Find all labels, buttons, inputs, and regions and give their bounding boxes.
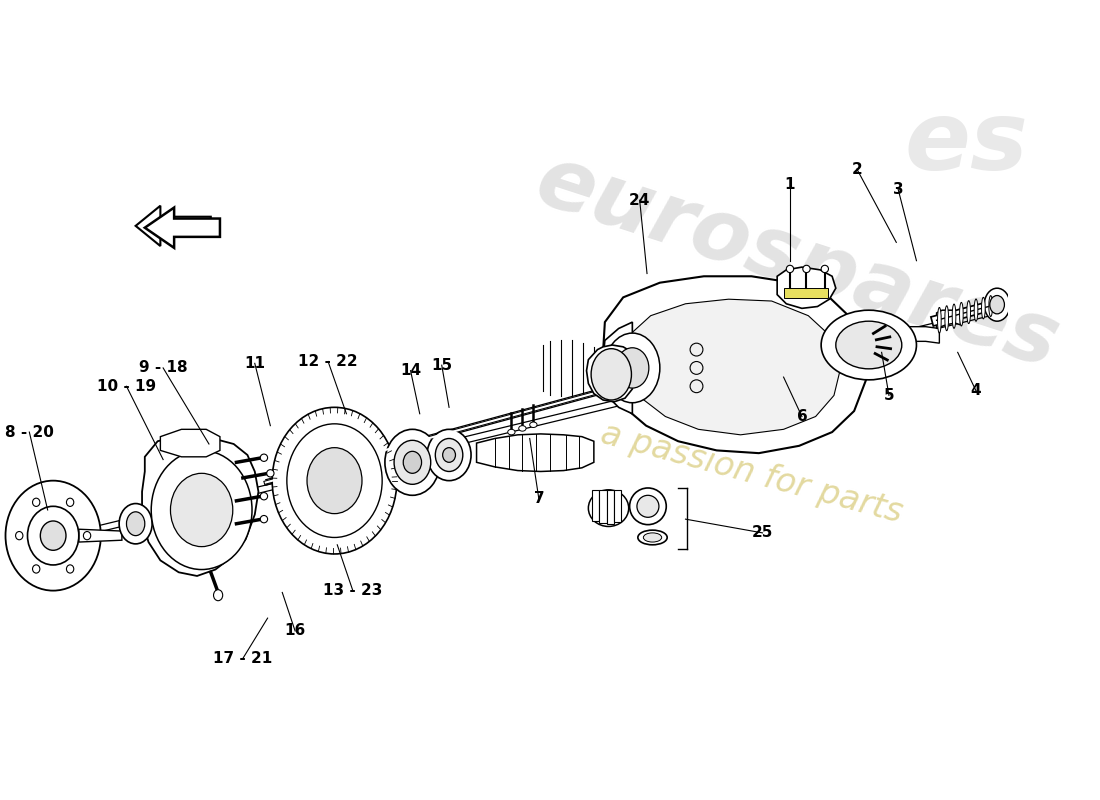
- Ellipse shape: [66, 498, 74, 506]
- Text: 8 - 20: 8 - 20: [4, 425, 54, 439]
- Polygon shape: [603, 322, 632, 414]
- Text: 4: 4: [970, 383, 981, 398]
- Ellipse shape: [287, 424, 382, 538]
- Text: 24: 24: [629, 193, 650, 208]
- Text: 1: 1: [784, 177, 795, 192]
- Ellipse shape: [427, 430, 471, 481]
- Ellipse shape: [261, 515, 267, 523]
- Ellipse shape: [508, 430, 515, 435]
- Ellipse shape: [261, 454, 267, 462]
- Ellipse shape: [690, 362, 703, 374]
- Polygon shape: [861, 326, 939, 352]
- Ellipse shape: [637, 495, 659, 518]
- Text: 3: 3: [893, 182, 903, 197]
- Ellipse shape: [644, 533, 662, 542]
- Text: 5: 5: [883, 388, 894, 403]
- Polygon shape: [135, 206, 211, 246]
- Ellipse shape: [690, 343, 703, 356]
- Polygon shape: [778, 267, 836, 308]
- Ellipse shape: [690, 380, 703, 393]
- Ellipse shape: [975, 299, 978, 322]
- Ellipse shape: [953, 304, 956, 328]
- Ellipse shape: [937, 307, 942, 333]
- Ellipse shape: [981, 298, 986, 319]
- Ellipse shape: [213, 590, 222, 601]
- Ellipse shape: [272, 407, 397, 554]
- Text: a passion for parts: a passion for parts: [597, 417, 906, 530]
- Ellipse shape: [28, 506, 79, 565]
- Ellipse shape: [591, 349, 631, 400]
- Ellipse shape: [266, 470, 274, 477]
- Text: 16: 16: [285, 623, 306, 638]
- Polygon shape: [79, 530, 122, 542]
- Polygon shape: [592, 490, 600, 521]
- Polygon shape: [607, 490, 614, 524]
- Ellipse shape: [15, 531, 23, 540]
- Text: 15: 15: [431, 358, 452, 373]
- Ellipse shape: [307, 448, 362, 514]
- Ellipse shape: [836, 321, 902, 369]
- Ellipse shape: [436, 438, 463, 471]
- Polygon shape: [145, 207, 220, 248]
- Text: 25: 25: [751, 526, 773, 540]
- Text: 2: 2: [851, 162, 862, 177]
- Ellipse shape: [616, 348, 649, 388]
- Ellipse shape: [66, 565, 74, 573]
- Ellipse shape: [984, 288, 1010, 321]
- Ellipse shape: [588, 490, 629, 526]
- Ellipse shape: [170, 474, 233, 546]
- Ellipse shape: [41, 521, 66, 550]
- Polygon shape: [161, 430, 220, 457]
- Text: 9 - 18: 9 - 18: [139, 361, 187, 375]
- Polygon shape: [600, 490, 607, 522]
- Polygon shape: [614, 490, 622, 522]
- Text: 10 - 19: 10 - 19: [97, 378, 156, 394]
- Ellipse shape: [530, 422, 537, 427]
- Ellipse shape: [803, 266, 810, 273]
- Ellipse shape: [33, 565, 40, 573]
- Ellipse shape: [945, 306, 948, 330]
- Ellipse shape: [821, 266, 828, 273]
- Text: 13 - 23: 13 - 23: [323, 583, 383, 598]
- Ellipse shape: [119, 503, 152, 544]
- Text: 14: 14: [400, 363, 421, 378]
- Polygon shape: [142, 435, 258, 576]
- Text: 6: 6: [796, 409, 807, 424]
- Ellipse shape: [989, 295, 992, 317]
- Text: 12 - 22: 12 - 22: [298, 354, 358, 369]
- Ellipse shape: [605, 333, 660, 402]
- Text: 7: 7: [534, 491, 544, 506]
- Ellipse shape: [967, 301, 970, 324]
- Text: 11: 11: [244, 356, 265, 371]
- Polygon shape: [586, 345, 632, 402]
- Ellipse shape: [821, 310, 916, 380]
- Ellipse shape: [404, 451, 421, 474]
- Ellipse shape: [385, 430, 440, 495]
- Ellipse shape: [959, 302, 964, 326]
- Ellipse shape: [33, 498, 40, 506]
- Ellipse shape: [638, 530, 668, 545]
- Ellipse shape: [151, 450, 252, 570]
- FancyBboxPatch shape: [784, 288, 828, 298]
- Polygon shape: [936, 310, 960, 329]
- Ellipse shape: [126, 512, 145, 536]
- Ellipse shape: [990, 295, 1004, 314]
- Ellipse shape: [786, 266, 794, 273]
- Ellipse shape: [261, 493, 267, 500]
- Text: 17 - 21: 17 - 21: [213, 651, 273, 666]
- Ellipse shape: [6, 481, 101, 590]
- Polygon shape: [603, 276, 866, 453]
- Ellipse shape: [629, 488, 667, 525]
- Ellipse shape: [519, 426, 526, 431]
- Ellipse shape: [442, 448, 455, 462]
- Ellipse shape: [84, 531, 90, 540]
- Ellipse shape: [394, 440, 431, 484]
- Text: es: es: [905, 97, 1028, 190]
- Polygon shape: [627, 299, 842, 435]
- Text: eurospares: eurospares: [526, 139, 1069, 386]
- Polygon shape: [476, 434, 594, 471]
